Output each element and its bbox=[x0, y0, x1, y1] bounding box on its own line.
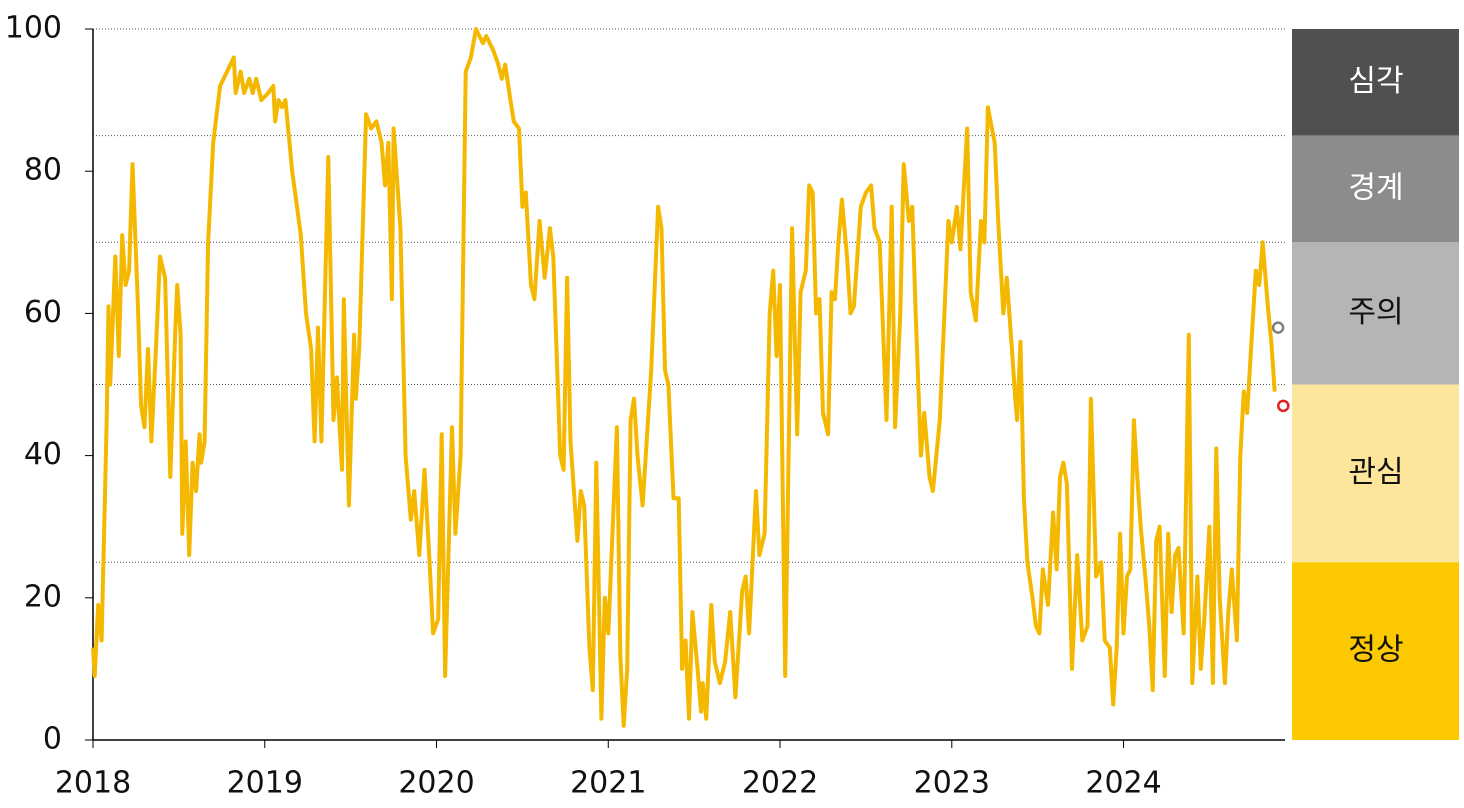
band-label: 경계 bbox=[1348, 170, 1403, 205]
x-tick-label: 2024 bbox=[1085, 766, 1161, 801]
x-tick-label: 2020 bbox=[398, 766, 474, 801]
band-box bbox=[1292, 242, 1459, 385]
x-tick-label: 2023 bbox=[914, 766, 990, 801]
band-box bbox=[1292, 384, 1459, 563]
data-line bbox=[91, 27, 1277, 728]
band-box bbox=[1292, 135, 1459, 243]
band-label: 심각 bbox=[1348, 64, 1403, 99]
band-label: 주의 bbox=[1348, 295, 1403, 330]
y-tick-label: 40 bbox=[24, 437, 62, 472]
marker bbox=[1271, 321, 1285, 334]
y-tick-label: 100 bbox=[5, 11, 62, 46]
y-tick-label: 60 bbox=[24, 295, 62, 330]
x-tick-label: 2018 bbox=[55, 766, 131, 801]
band-box bbox=[1292, 29, 1459, 136]
marker bbox=[1277, 399, 1290, 413]
band-label: 정상 bbox=[1348, 633, 1403, 668]
y-tick-label: 0 bbox=[43, 722, 62, 757]
band-box bbox=[1292, 562, 1459, 740]
x-tick-label: 2019 bbox=[227, 766, 303, 801]
x-tick-label: 2022 bbox=[742, 766, 818, 801]
band-label: 관심 bbox=[1348, 455, 1403, 490]
y-tick-label: 80 bbox=[24, 153, 62, 188]
x-tick-label: 2021 bbox=[570, 766, 646, 801]
y-tick-label: 20 bbox=[24, 579, 62, 614]
